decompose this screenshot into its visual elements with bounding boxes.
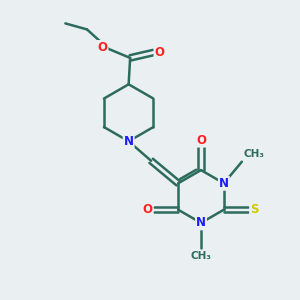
Text: N: N: [219, 177, 229, 190]
Text: N: N: [124, 135, 134, 148]
Text: O: O: [98, 41, 107, 54]
Text: N: N: [196, 216, 206, 230]
Text: CH₃: CH₃: [190, 251, 212, 261]
Text: O: O: [154, 46, 164, 59]
Text: CH₃: CH₃: [243, 149, 264, 159]
Text: O: O: [142, 203, 152, 216]
Text: S: S: [250, 203, 259, 216]
Text: O: O: [196, 134, 206, 147]
